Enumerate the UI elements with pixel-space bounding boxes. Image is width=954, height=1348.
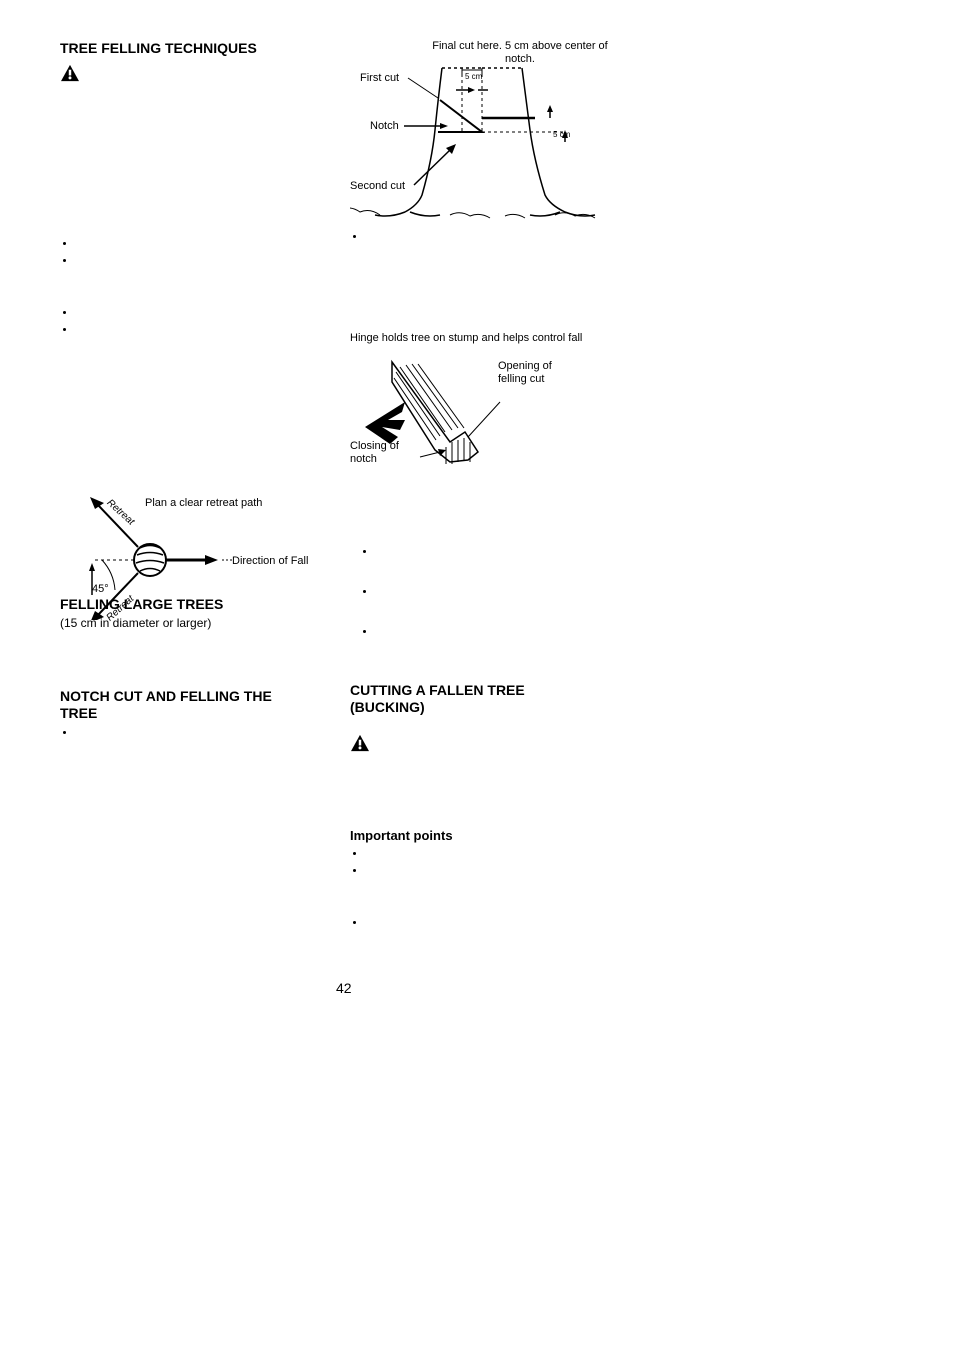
hinge-diagram: Hinge holds tree on stump and helps cont… [350, 332, 650, 502]
bullet-list-3 [76, 726, 310, 741]
list-item [366, 916, 590, 931]
page-container: TREE FELLING TECHNIQUES [60, 40, 894, 1308]
bullet-list-5 [376, 545, 379, 562]
bullet-list-2 [76, 306, 340, 339]
list-item [76, 237, 340, 252]
cutting-heading: CUTTING A FALLEN TREE (BUCKING) [350, 682, 590, 716]
list-item [76, 726, 310, 741]
plan-retreat-label: Plan a clear retreat path [145, 497, 262, 509]
list-item [76, 254, 340, 269]
bullet-list-1 [76, 237, 340, 270]
left-column: TREE FELLING TECHNIQUES [60, 40, 340, 341]
important-heading: Important points [350, 828, 590, 843]
bullet-list-7 [376, 625, 379, 642]
angle-label: 45° [92, 583, 109, 595]
list-item [376, 625, 379, 640]
list-item [76, 306, 340, 321]
bullet-list-9 [366, 916, 590, 931]
list-item [76, 323, 340, 338]
bullet-list-6 [376, 585, 379, 602]
important-section: Important points [350, 828, 590, 933]
main-heading: TREE FELLING TECHNIQUES [60, 40, 340, 56]
hinge-svg [350, 332, 610, 492]
bullet-list-4 [366, 230, 369, 247]
tree-cut-diagram: Final cut here. 5 cm above center of not… [350, 40, 650, 250]
list-item [376, 585, 379, 600]
list-item [366, 864, 590, 879]
list-item [376, 545, 379, 560]
cutting-section: CUTTING A FALLEN TREE (BUCKING) [350, 682, 590, 757]
felling-heading: FELLING LARGE TREES [60, 596, 223, 612]
notch-section: NOTCH CUT AND FELLING THE TREE [60, 688, 310, 743]
warning-icon [60, 64, 80, 82]
tree-cut-svg [350, 40, 650, 240]
bullet-list-8 [366, 847, 590, 880]
felling-subtext: (15 cm in diameter or larger) [60, 616, 223, 630]
felling-section: FELLING LARGE TREES (15 cm in diameter o… [60, 596, 223, 630]
notch-heading: NOTCH CUT AND FELLING THE TREE [60, 688, 310, 722]
warning-icon [350, 734, 370, 752]
list-item [366, 230, 369, 245]
direction-label: Direction of Fall [232, 555, 308, 567]
list-item [366, 847, 590, 862]
page-number: 42 [336, 980, 352, 996]
